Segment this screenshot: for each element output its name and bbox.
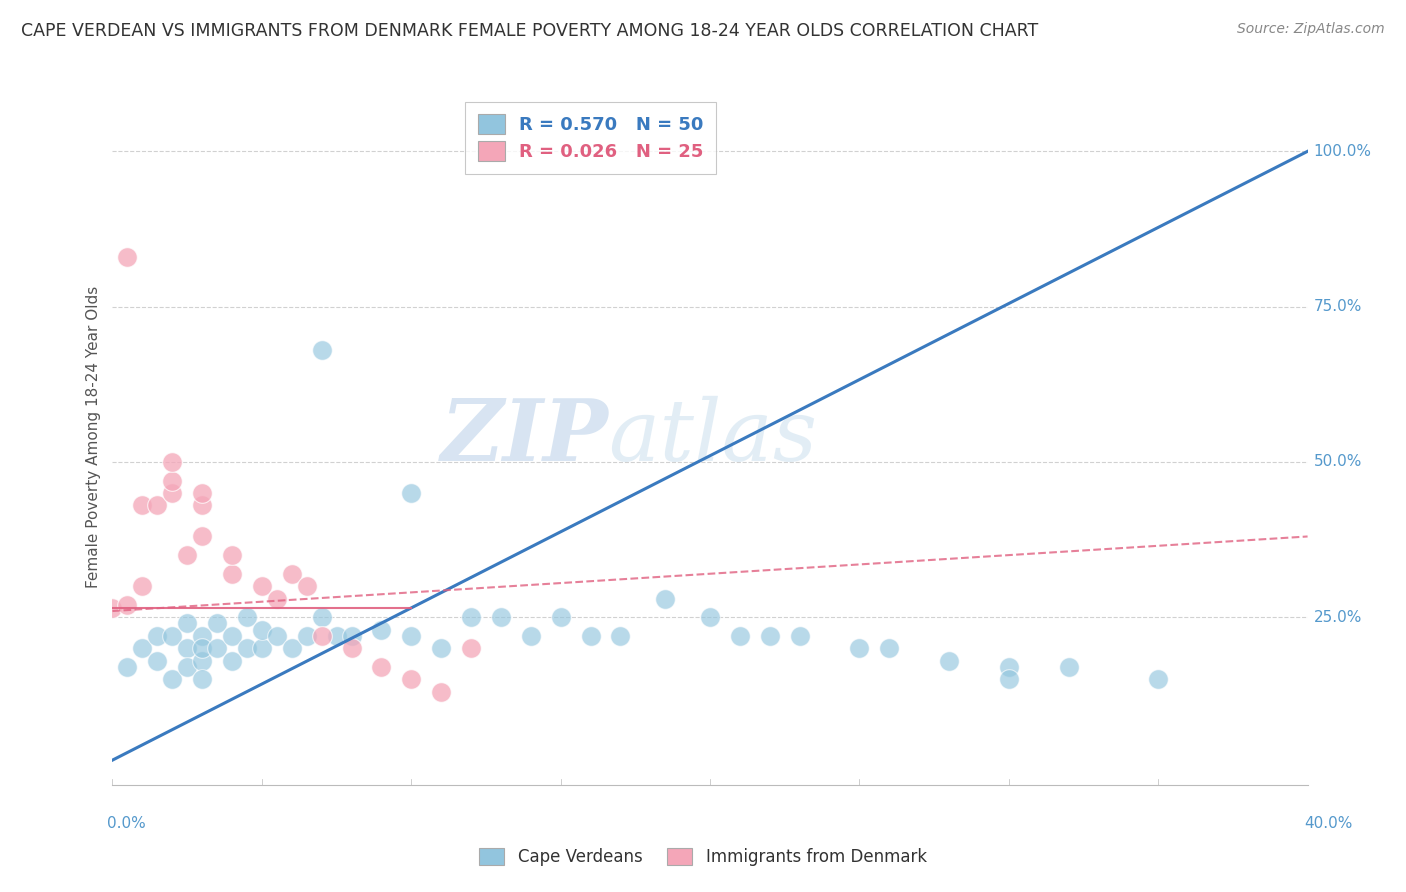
Point [489,610,512,624]
Text: 25.0%: 25.0% [1313,610,1362,624]
Point [205,616,228,631]
Point [1057,660,1080,674]
Point [340,629,363,643]
Point [162,455,183,469]
Text: 75.0%: 75.0% [1313,299,1362,314]
Text: 50.0%: 50.0% [1313,454,1362,469]
Point [162,673,183,687]
Point [250,641,273,656]
Point [401,673,423,687]
Point [340,641,363,656]
Point [146,654,169,668]
Point [998,673,1021,687]
Text: 40.0%: 40.0% [1305,816,1353,831]
Point [221,548,243,562]
Point [401,629,423,643]
Point [250,579,273,593]
Point [281,566,304,581]
Point [311,629,333,643]
Point [191,499,214,513]
Point [295,629,318,643]
Point [311,343,333,357]
Legend: R = 0.570   N = 50, R = 0.026   N = 25: R = 0.570 N = 50, R = 0.026 N = 25 [465,102,716,174]
Text: atlas: atlas [609,396,817,478]
Point [938,654,960,668]
Point [146,629,169,643]
Point [728,629,751,643]
Point [281,641,304,656]
Point [205,641,228,656]
Point [146,499,169,513]
Text: 100.0%: 100.0% [1313,144,1372,159]
Point [131,579,153,593]
Point [430,685,453,699]
Point [221,654,243,668]
Point [162,474,183,488]
Point [131,641,153,656]
Point [325,629,347,643]
Point [579,629,602,643]
Point [191,673,214,687]
Legend: Cape Verdeans, Immigrants from Denmark: Cape Verdeans, Immigrants from Denmark [471,840,935,875]
Point [191,486,214,500]
Point [460,610,482,624]
Point [401,486,423,500]
Point [191,529,214,543]
Point [370,623,392,637]
Point [131,499,153,513]
Point [236,610,259,624]
Point [266,591,288,606]
Point [221,566,243,581]
Text: Source: ZipAtlas.com: Source: ZipAtlas.com [1237,22,1385,37]
Point [162,486,183,500]
Text: ZIP: ZIP [440,395,609,479]
Point [1147,673,1170,687]
Point [101,601,124,615]
Point [789,629,811,643]
Point [699,610,721,624]
Point [191,641,214,656]
Text: 0.0%: 0.0% [107,816,146,831]
Point [236,641,259,656]
Point [609,629,631,643]
Point [250,623,273,637]
Point [191,629,214,643]
Point [998,660,1021,674]
Point [311,610,333,624]
Point [176,641,198,656]
Point [176,616,198,631]
Point [266,629,288,643]
Point [162,629,183,643]
Point [550,610,572,624]
Text: CAPE VERDEAN VS IMMIGRANTS FROM DENMARK FEMALE POVERTY AMONG 18-24 YEAR OLDS COR: CAPE VERDEAN VS IMMIGRANTS FROM DENMARK … [21,22,1039,40]
Point [176,548,198,562]
Point [460,641,482,656]
Point [117,598,139,612]
Point [430,641,453,656]
Point [117,250,139,264]
Point [879,641,901,656]
Y-axis label: Female Poverty Among 18-24 Year Olds: Female Poverty Among 18-24 Year Olds [86,286,101,588]
Point [221,629,243,643]
Point [191,654,214,668]
Point [848,641,870,656]
Point [654,591,676,606]
Point [370,660,392,674]
Point [295,579,318,593]
Point [520,629,543,643]
Point [759,629,782,643]
Point [176,660,198,674]
Point [117,660,139,674]
